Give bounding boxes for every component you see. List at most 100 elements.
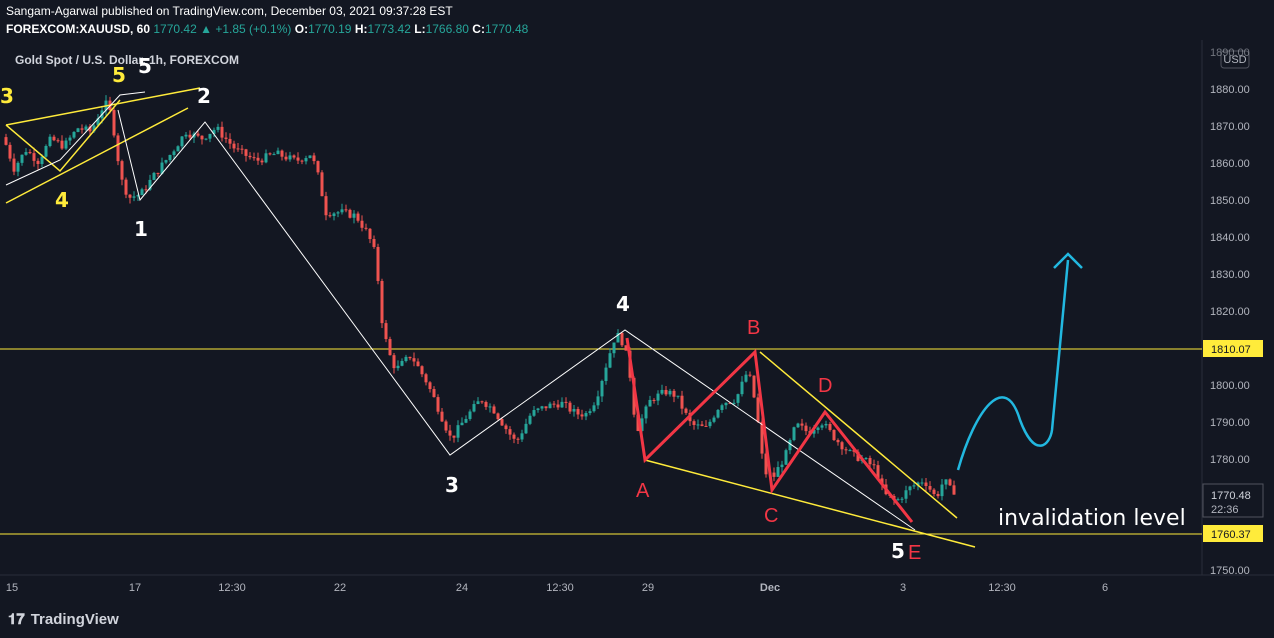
candle-body [212, 129, 216, 134]
wave-label-4: 4 [616, 292, 630, 316]
candle-body [660, 389, 664, 394]
elliott-wave-lines[interactable] [5, 91, 916, 531]
candle-body [20, 154, 24, 163]
candle-body [424, 374, 428, 383]
footer: 𝟏𝟕 TradingView [0, 600, 1274, 638]
candle-body [552, 403, 556, 405]
candle-body [664, 389, 668, 395]
candle-body [120, 161, 124, 180]
tradingview-logo-icon: 𝟏𝟕 [8, 610, 25, 628]
candle-body [68, 137, 72, 141]
candle-body [80, 128, 84, 130]
candle-body [316, 161, 320, 173]
candle-body [588, 411, 592, 414]
time-tick: 29 [642, 582, 654, 594]
candle-body [572, 409, 576, 412]
candle-body [408, 356, 412, 359]
candle-body [264, 153, 268, 163]
candle-body [128, 194, 132, 198]
candle-body [816, 427, 820, 430]
candle-body [236, 148, 240, 150]
candle-body [328, 215, 332, 217]
price-tick: 1870.00 [1210, 121, 1250, 133]
candle-body [556, 404, 560, 408]
candle-body [464, 418, 468, 423]
candle-body [644, 406, 648, 419]
price-axis[interactable]: 1880.00 1870.00 1860.00 1850.00 1840.00 … [1210, 84, 1250, 577]
candle-body [152, 172, 156, 180]
candle-body [444, 421, 448, 431]
price-tick: 1830.00 [1210, 269, 1250, 281]
candle-body [608, 353, 612, 368]
candle-body [876, 465, 880, 479]
candle-body [168, 154, 172, 161]
low-value: 1766.80 [425, 22, 469, 36]
candle-body [116, 135, 120, 162]
tradingview-logo[interactable]: 𝟏𝟕 TradingView [8, 610, 119, 628]
price-tick: 1860.00 [1210, 158, 1250, 170]
candle-body [176, 146, 180, 152]
candle-body [412, 358, 416, 362]
candle-body [252, 157, 256, 159]
candle-body [416, 361, 420, 367]
time-tick: 15 [6, 582, 18, 594]
candle-body [656, 393, 660, 401]
time-tick: 3 [900, 582, 906, 594]
candle-body [60, 140, 64, 149]
candle-body [932, 489, 936, 495]
candle-body [748, 374, 752, 376]
price-tick: 1850.00 [1210, 195, 1250, 207]
candle-body [904, 490, 908, 499]
candle-body [680, 395, 684, 409]
candle-body [504, 425, 508, 430]
candle-body [772, 472, 776, 477]
candle-body [632, 377, 636, 415]
candle-body [612, 342, 616, 354]
price-tick: 1780.00 [1210, 454, 1250, 466]
candle-body [292, 155, 296, 158]
time-axis[interactable]: 15 17 12:30 22 24 12:30 29 Dec 3 12:30 6 [6, 582, 1108, 594]
candle-body [28, 152, 32, 154]
candle-body [92, 125, 96, 132]
candle-body [820, 425, 824, 428]
abcde-triangle-path[interactable] [625, 337, 914, 523]
candle-body [472, 404, 476, 412]
candle-body [132, 196, 136, 198]
candle-body [372, 239, 376, 247]
time-tick: 12:30 [218, 582, 246, 594]
trendlines[interactable] [5, 87, 976, 548]
candle-body [208, 133, 212, 139]
candle-body [392, 355, 396, 369]
candle-body [344, 209, 348, 211]
candle-body [268, 153, 272, 155]
candle-body [144, 189, 148, 191]
candle-body [544, 406, 548, 409]
candle-body [740, 381, 744, 395]
time-tick: Dec [760, 582, 780, 594]
candle-body [524, 423, 528, 434]
candle-body [48, 136, 52, 147]
wave-label-4-yellow: 4 [55, 188, 69, 212]
currency-badge[interactable]: USD [1220, 50, 1250, 69]
candle-body [272, 154, 276, 156]
publish-info: Sangam-Agarwal published on TradingView.… [6, 4, 453, 18]
candle-body [844, 449, 848, 451]
candle-body [16, 162, 20, 172]
candle-body [752, 375, 756, 398]
candle-body [332, 213, 336, 217]
candle-body [872, 464, 876, 466]
candle-body [760, 421, 764, 454]
candle-body [256, 157, 260, 161]
price-tick: 1880.00 [1210, 84, 1250, 96]
candle-body [84, 126, 88, 130]
projection-path[interactable] [956, 259, 1070, 471]
candle-body [312, 155, 316, 162]
candle-body [140, 189, 144, 196]
candle-body [304, 158, 308, 162]
candle-body [8, 144, 12, 159]
wave-label-5-yellow: 5 [112, 63, 126, 87]
chart-area[interactable]: Gold Spot / U.S. Dollar, 1h, FOREXCOM US… [0, 40, 1274, 600]
label-d: D [818, 375, 832, 397]
time-tick: 22 [334, 582, 346, 594]
candle-body [356, 213, 360, 221]
